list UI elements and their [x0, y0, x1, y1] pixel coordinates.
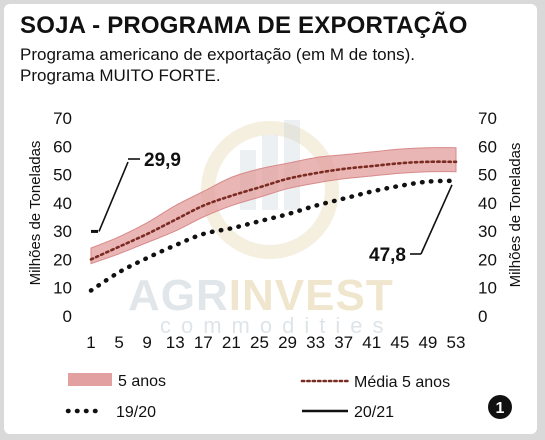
y-tick-left: 10 [53, 279, 72, 298]
watermark-brand: AGRINVEST [128, 271, 394, 320]
y-tick-right: 0 [478, 307, 487, 326]
x-tick: 41 [362, 333, 381, 352]
watermark-tagline: commodities [160, 313, 393, 338]
chart-subtitle: Programa americano de exportação (em M d… [20, 44, 415, 86]
y-tick-left: 50 [53, 166, 72, 185]
legend-label-prev: 19/20 [116, 404, 156, 421]
y-tick-right: 30 [478, 222, 497, 241]
legend-label-avg: Média 5 anos [354, 374, 450, 391]
annotations: 29,9 47,8 [98, 150, 453, 266]
series-band-5-anos [90, 147, 457, 265]
series-line-media-5-anos [89, 160, 458, 261]
y-tick-left: 60 [53, 137, 72, 156]
x-tick: 17 [194, 333, 213, 352]
annotation-leader-29-9 [98, 161, 129, 232]
y-tick-left: 0 [63, 307, 72, 326]
x-axis: 1 5 9 13 17 21 25 29 33 37 41 45 49 53 [86, 333, 465, 352]
legend-label-current: 20/21 [354, 404, 394, 421]
y-tick-right: 50 [478, 166, 497, 185]
legend-label-band: 5 anos [118, 373, 166, 390]
series-line-19-20 [88, 178, 459, 293]
x-tick: 13 [166, 333, 185, 352]
y-tick-right: 60 [478, 137, 497, 156]
legend-swatch-band [68, 373, 112, 386]
x-tick: 29 [278, 333, 297, 352]
y-axis-right: 0 10 20 30 40 50 60 70 [478, 109, 497, 326]
y-tick-left: 40 [53, 194, 72, 213]
x-tick: 21 [222, 333, 241, 352]
subtitle-line-1: Programa americano de exportação (em M d… [20, 45, 415, 64]
chart-card [4, 4, 537, 434]
x-tick: 45 [390, 333, 409, 352]
subtitle-line-2: Programa MUITO FORTE. [20, 66, 221, 85]
y-tick-right: 20 [478, 250, 497, 269]
x-tick: 33 [306, 333, 325, 352]
y-tick-right: 70 [478, 109, 497, 128]
x-tick: 25 [250, 333, 269, 352]
y-axis-title-right: Milhões de Toneladas [507, 143, 524, 288]
watermark-brand-b: INVEST [229, 271, 394, 320]
annotation-leader-47-8 [420, 184, 453, 255]
plot-area [88, 147, 459, 293]
annotation-29-9: 29,9 [144, 150, 181, 171]
x-tick: 1 [86, 333, 95, 352]
x-tick: 49 [418, 333, 437, 352]
x-tick: 53 [447, 333, 466, 352]
y-axis-title-left: Milhões de Toneladas [27, 141, 44, 286]
y-tick-right: 40 [478, 194, 497, 213]
watermark-brand-a: AGR [128, 271, 229, 320]
y-tick-left: 20 [53, 250, 72, 269]
annotation-47-8: 47,8 [369, 245, 406, 266]
chart-title: SOJA - PROGRAMA DE EXPORTAÇÃO [20, 12, 468, 39]
y-axis-left: 0 10 20 30 40 50 60 70 [53, 109, 72, 326]
y-tick-left: 70 [53, 109, 72, 128]
y-tick-right: 10 [478, 279, 497, 298]
x-tick: 9 [142, 333, 151, 352]
badge-circle [488, 395, 512, 419]
x-tick: 5 [114, 333, 123, 352]
y-tick-left: 30 [53, 222, 72, 241]
legend: 5 anos Média 5 anos 19/20 20/21 [65, 373, 450, 421]
badge-number: 1 [496, 400, 505, 417]
x-tick: 37 [334, 333, 353, 352]
